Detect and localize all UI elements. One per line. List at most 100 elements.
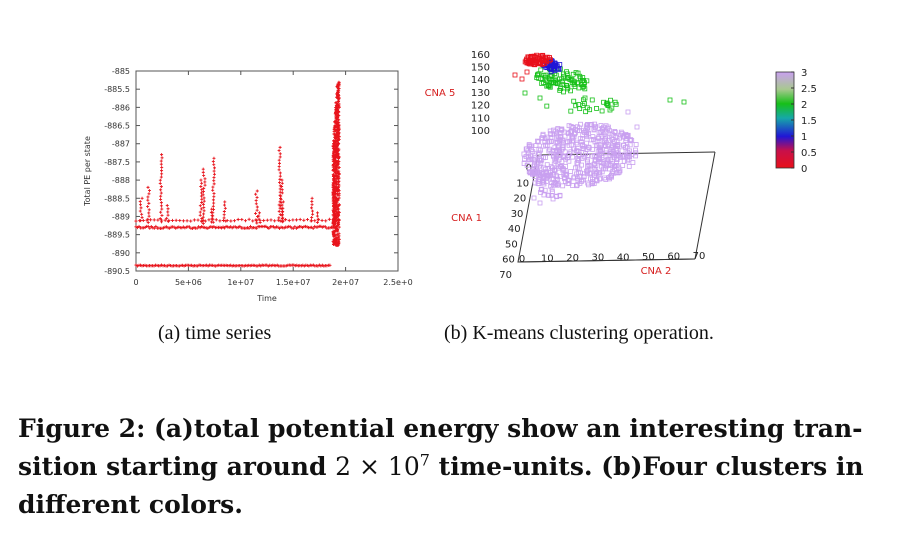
- cluster-point: [555, 143, 561, 149]
- cna2-tick-label: 30: [591, 253, 604, 264]
- data-point: [277, 149, 281, 153]
- cna5-tick-label: 130: [471, 88, 490, 99]
- data-point: [146, 185, 150, 189]
- data-point: [160, 153, 164, 157]
- cluster-point: [553, 173, 559, 178]
- data-point: [277, 203, 281, 207]
- cluster-point: [555, 181, 561, 187]
- cluster-point: [614, 163, 620, 168]
- outlier-point: [607, 107, 613, 113]
- data-point: [222, 203, 226, 207]
- data-point: [337, 102, 341, 106]
- cluster-point: [580, 103, 586, 109]
- data-point: [212, 207, 216, 211]
- data-points: [134, 80, 341, 268]
- colorbar-tick-label: 0.5: [801, 148, 817, 159]
- data-point: [202, 209, 206, 213]
- data-point: [331, 198, 335, 202]
- cluster-point: [570, 138, 576, 144]
- data-point: [334, 224, 338, 228]
- cluster-point: [571, 174, 577, 180]
- cluster-point: [557, 76, 562, 82]
- data-point: [223, 200, 227, 204]
- caption-a: (a) time series: [158, 322, 272, 344]
- data-point: [280, 184, 284, 188]
- data-point: [336, 94, 340, 98]
- data-point: [335, 105, 339, 109]
- data-point: [244, 226, 248, 230]
- data-point: [154, 224, 158, 229]
- cluster-point: [548, 139, 554, 145]
- cluster-point: [575, 70, 581, 76]
- cluster-point: [603, 150, 609, 156]
- cluster-point: [559, 126, 565, 132]
- data-point: [203, 183, 207, 187]
- cluster-point: [565, 177, 571, 183]
- cluster-point: [532, 174, 538, 179]
- data-point: [334, 121, 338, 125]
- cluster-point: [569, 77, 575, 83]
- cluster-point: [609, 143, 615, 149]
- cna2-tick-label: 50: [642, 252, 655, 263]
- cluster-point: [539, 57, 545, 63]
- cluster-point: [550, 189, 555, 195]
- cluster-point: [609, 170, 615, 176]
- data-point: [200, 181, 204, 185]
- data-point: [159, 162, 163, 166]
- cluster-point: [554, 148, 559, 153]
- data-point: [251, 219, 255, 223]
- cluster-point: [599, 108, 605, 114]
- data-point: [333, 174, 337, 178]
- y-axis-label: Total PE per state: [83, 136, 92, 207]
- data-point: [278, 177, 282, 181]
- cluster-point: [522, 59, 528, 65]
- data-point: [189, 219, 193, 223]
- cluster-point: [571, 175, 577, 181]
- cna5-tick-label: 160: [471, 50, 490, 61]
- cna2-tick-label: 60: [667, 251, 680, 262]
- cluster-point: [551, 153, 557, 159]
- data-point: [335, 138, 339, 142]
- cluster-point: [550, 148, 556, 153]
- data-point: [160, 207, 164, 211]
- outlier-point: [667, 97, 673, 103]
- data-point: [283, 218, 288, 222]
- data-point: [203, 219, 207, 223]
- data-point: [181, 219, 186, 223]
- data-point: [177, 225, 181, 229]
- cluster-point: [580, 75, 586, 80]
- cluster-point: [560, 143, 566, 149]
- data-point: [320, 218, 324, 223]
- data-point: [336, 218, 340, 222]
- cluster-point: [615, 150, 621, 156]
- cluster-point: [586, 145, 592, 151]
- cluster-point: [584, 157, 590, 163]
- cluster-point: [577, 174, 583, 180]
- data-point: [174, 218, 178, 222]
- cluster-point: [555, 152, 561, 158]
- data-point: [287, 218, 291, 223]
- data-point: [201, 222, 205, 226]
- cluster-point: [572, 131, 577, 137]
- data-point: [146, 195, 150, 199]
- data-point: [331, 181, 335, 185]
- data-point: [315, 220, 319, 224]
- data-point: [140, 196, 144, 200]
- x-axis-label: Time: [256, 294, 277, 303]
- data-point: [335, 83, 339, 87]
- cluster-point: [602, 175, 607, 181]
- cluster-point: [589, 181, 595, 187]
- cluster-point: [598, 123, 604, 128]
- data-point: [211, 204, 215, 208]
- data-point: [278, 155, 282, 159]
- data-point: [199, 194, 203, 198]
- caption-math: 2 × 107: [335, 450, 430, 481]
- data-point: [178, 218, 182, 223]
- cluster-point: [554, 193, 559, 199]
- data-point: [212, 179, 216, 183]
- data-point: [293, 225, 297, 229]
- data-point: [335, 196, 339, 200]
- data-point: [212, 169, 216, 173]
